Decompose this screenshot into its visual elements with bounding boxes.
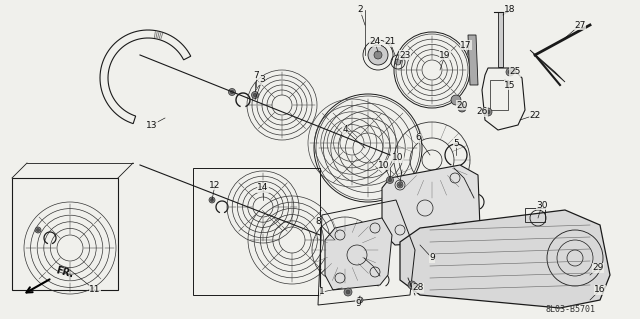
Text: FR.: FR.	[55, 265, 75, 279]
Text: 13: 13	[147, 121, 157, 130]
Text: 10: 10	[378, 160, 390, 169]
Circle shape	[35, 227, 41, 233]
Text: 28: 28	[412, 284, 424, 293]
Text: 24: 24	[369, 38, 381, 47]
Circle shape	[395, 59, 401, 65]
Circle shape	[451, 95, 461, 105]
Circle shape	[506, 68, 514, 76]
Circle shape	[484, 108, 492, 116]
Circle shape	[486, 110, 490, 114]
Text: 17: 17	[460, 41, 472, 49]
Text: 1: 1	[319, 287, 325, 296]
Circle shape	[253, 93, 257, 97]
Circle shape	[399, 183, 401, 187]
Polygon shape	[400, 210, 610, 308]
Text: 26: 26	[476, 108, 488, 116]
Text: 10: 10	[392, 153, 404, 162]
Text: 21: 21	[384, 38, 396, 47]
Text: 8: 8	[315, 218, 321, 226]
Circle shape	[410, 283, 414, 287]
Text: 27: 27	[574, 20, 586, 29]
Circle shape	[458, 104, 466, 112]
Circle shape	[397, 182, 403, 188]
Text: 29: 29	[592, 263, 604, 272]
Text: 30: 30	[536, 201, 548, 210]
Text: 11: 11	[89, 286, 100, 294]
Text: 8L03-B5701: 8L03-B5701	[545, 306, 595, 315]
Circle shape	[368, 45, 388, 65]
Text: 9: 9	[355, 299, 361, 308]
Text: 23: 23	[399, 50, 411, 60]
Circle shape	[508, 70, 512, 74]
Circle shape	[36, 228, 40, 232]
Polygon shape	[468, 35, 478, 85]
Circle shape	[344, 288, 352, 296]
Text: 15: 15	[504, 80, 516, 90]
Circle shape	[408, 281, 416, 289]
Circle shape	[346, 290, 350, 294]
Text: 3: 3	[259, 76, 265, 85]
Text: 22: 22	[529, 110, 541, 120]
Circle shape	[357, 297, 363, 303]
Circle shape	[374, 51, 382, 59]
Circle shape	[387, 176, 394, 183]
Polygon shape	[382, 165, 480, 245]
Circle shape	[230, 90, 234, 94]
Text: 14: 14	[257, 183, 269, 192]
Text: 9: 9	[429, 254, 435, 263]
Text: 18: 18	[504, 5, 516, 14]
Text: 6: 6	[415, 133, 421, 143]
Circle shape	[388, 178, 392, 182]
Text: 2: 2	[357, 5, 363, 14]
Text: 16: 16	[595, 286, 605, 294]
Circle shape	[358, 299, 362, 301]
Circle shape	[211, 198, 214, 202]
Circle shape	[252, 92, 259, 99]
Text: 20: 20	[456, 100, 468, 109]
Text: 12: 12	[209, 181, 221, 189]
Polygon shape	[325, 218, 392, 290]
Text: 7: 7	[253, 70, 259, 79]
Text: 25: 25	[509, 68, 521, 77]
Text: 19: 19	[439, 50, 451, 60]
FancyBboxPatch shape	[498, 12, 503, 67]
Circle shape	[209, 197, 215, 203]
Text: 5: 5	[453, 138, 459, 147]
Text: 4: 4	[342, 125, 348, 135]
Circle shape	[228, 88, 236, 95]
